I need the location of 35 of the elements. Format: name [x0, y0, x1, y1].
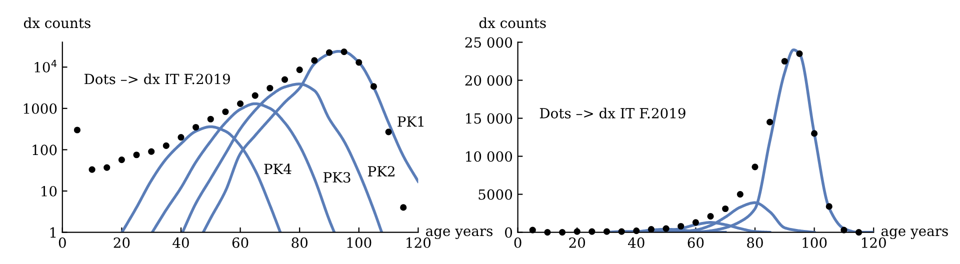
y-tick-label: 1	[50, 227, 56, 238]
x-tick-label: 80	[747, 237, 763, 248]
y-tick-label: 20 000	[465, 75, 512, 86]
x-tick-label: 120	[406, 237, 431, 248]
y-tick-label: 5000	[478, 189, 512, 200]
x-tick-label: 20	[114, 237, 130, 248]
y-tick-label: 10	[42, 186, 57, 196]
x-tick-label: 40	[172, 237, 189, 248]
series-label: PK4	[264, 164, 292, 174]
y-tick-label: 25 000	[465, 37, 512, 48]
x-tick-label: 80	[292, 237, 308, 248]
y-axis-title: dx counts	[479, 17, 546, 28]
y-tick-label: 0	[505, 227, 512, 238]
series-label: PK2	[368, 166, 394, 176]
y-tick-label: 15 000	[466, 113, 512, 124]
annotation: Dots –> dx IT F.2019	[84, 74, 230, 84]
x-tick-label: 40	[628, 237, 644, 248]
x-tick-label: 0	[514, 237, 522, 248]
x-axis-title: age years	[881, 228, 948, 240]
x-tick-label: 60	[688, 237, 704, 248]
x-tick-label: 100	[347, 237, 372, 248]
x-axis-title: age years	[426, 228, 493, 240]
y-tick-label: 10$^{4}$	[34, 60, 57, 72]
series-label: PK1	[398, 116, 424, 127]
annotation: Dots –> dx IT F.2019	[540, 108, 686, 118]
x-tick-label: 100	[802, 237, 827, 248]
x-tick-label: 0	[58, 237, 66, 248]
y-axis-title: dx counts	[24, 17, 90, 28]
x-tick-label: 60	[232, 237, 248, 248]
y-tick-label: 100	[32, 144, 57, 156]
y-tick-label: 1000	[24, 103, 57, 114]
x-tick-label: 120	[862, 237, 886, 248]
series-label: PK3	[324, 172, 350, 183]
y-tick-label: 10 000	[466, 151, 512, 162]
x-tick-label: 20	[569, 237, 586, 248]
